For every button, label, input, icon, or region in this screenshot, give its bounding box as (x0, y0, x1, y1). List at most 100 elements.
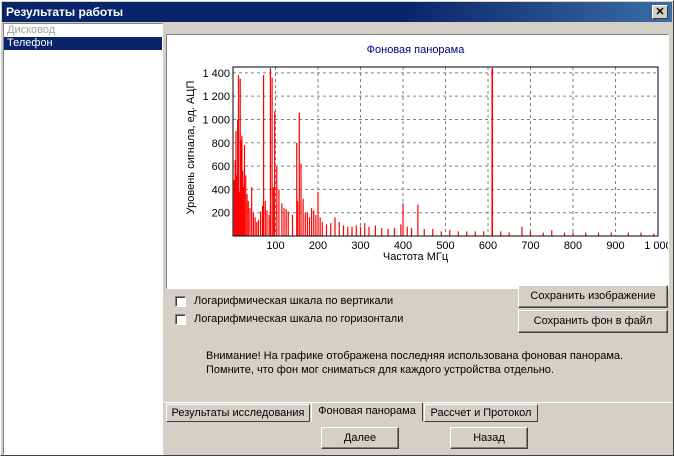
y-tick-label: 800 (212, 138, 230, 150)
spectrum-bar (351, 226, 353, 236)
y-tick-label: 1 200 (202, 91, 230, 103)
spectrum-bar (653, 233, 655, 236)
tab-calculation-protocol[interactable]: Рассчет и Протокол (424, 404, 538, 422)
y-tick-label: 1 400 (202, 68, 230, 80)
device-item-phone[interactable]: Телефон (4, 37, 162, 50)
spectrum-bar (251, 187, 253, 236)
y-axis-label: Уровень сигнала, ед. АЦП (185, 81, 197, 215)
spectrum-bar (268, 215, 270, 236)
spectrum-bar (245, 175, 247, 236)
next-button[interactable]: Далее (321, 427, 399, 449)
x-tick-label: 500 (436, 240, 454, 252)
spectrum-bar (298, 112, 300, 236)
spectrum-bar (252, 212, 254, 236)
spectrum-bar (338, 222, 340, 236)
spectrum-bar (410, 227, 413, 236)
spectrum-bar (239, 78, 241, 236)
spectrum-bar (274, 111, 276, 236)
spectrum-bar (313, 210, 315, 236)
save-background-button[interactable]: Сохранить фон в файл (518, 310, 668, 333)
spectrum-bar (300, 163, 302, 236)
spectrum-bar (355, 225, 357, 236)
log-vertical-label: Логарифмическая шкала по вертикали (194, 295, 394, 307)
save-image-button[interactable]: Сохранить изображение (518, 285, 668, 308)
title-bar: Результаты работы ✕ (2, 2, 672, 22)
spectrum-bar (234, 160, 236, 236)
spectrum-bar (449, 230, 451, 236)
log-vertical-option[interactable]: Логарифмическая шкала по вертикали (175, 294, 393, 308)
spectrum-bar (319, 217, 321, 236)
spectrum-bar (334, 217, 336, 236)
spectrum-bar (291, 215, 294, 236)
spectrum-bar (269, 68, 271, 236)
spectrum-bar (241, 135, 243, 236)
spectrum-bar (278, 189, 280, 236)
spectrum-bar (597, 232, 600, 236)
warning-line-1: Внимание! На графике отображена последня… (206, 350, 624, 362)
spectrum-bar (529, 231, 532, 236)
x-tick-label: 1 000 (644, 240, 668, 252)
chart-title: Фоновая панорама (367, 44, 466, 56)
log-vertical-checkbox[interactable] (175, 295, 186, 307)
plot-frame (232, 66, 659, 237)
spectrum-bar (271, 77, 273, 236)
spectrum-bar (572, 232, 574, 236)
spectrum-bar (285, 209, 287, 236)
spectrum-bar (243, 187, 245, 236)
warning-note: Внимание! На графике отображена последня… (206, 349, 646, 377)
spectrum-bar (374, 225, 376, 236)
spectrum-bar (263, 75, 265, 236)
log-horizontal-option[interactable]: Логарифмическая шкала по горизонтали (175, 312, 403, 326)
y-tick-label: 400 (212, 184, 230, 196)
log-horizontal-label: Логарифмическая шкала по горизонтали (194, 313, 404, 325)
tab-research-results[interactable]: Результаты исследования (166, 404, 310, 422)
spectrum-bar (342, 225, 345, 236)
spectrum-bar (236, 175, 238, 236)
tab-background-panorama[interactable]: Фоновая панорама (311, 402, 423, 422)
spectrum-bar (364, 223, 366, 236)
chart-frame: 200 400 600 800 1 000 1 200 1 400 100 200 300 400 5… (166, 34, 669, 289)
spectrum-bar (542, 232, 544, 236)
spectrum-bar (406, 226, 408, 236)
back-button[interactable]: Назад (450, 427, 528, 449)
spectrum-bar (474, 231, 476, 236)
spectrum-bar (302, 198, 304, 236)
spectrum-bar (432, 229, 434, 236)
spectrum-bar (266, 210, 268, 236)
spectrum-bar (640, 232, 642, 236)
spectrum-bar (610, 232, 612, 236)
spectrum-bar (237, 119, 239, 236)
spectrum-bar (237, 75, 240, 236)
spectrum-bar (256, 222, 258, 236)
spectrum-bar (417, 204, 419, 236)
spectrum-bar (257, 219, 260, 236)
spectrum-bar (243, 145, 246, 236)
spectrum-bar (249, 208, 251, 236)
device-list[interactable]: Дисковод Телефон (3, 23, 163, 455)
spectrum-bar (393, 227, 396, 236)
y-tick-label: 1 000 (202, 114, 230, 126)
x-axis-label: Частота МГц (383, 251, 449, 263)
x-tick-label: 800 (564, 240, 582, 252)
close-button[interactable]: ✕ (652, 5, 668, 19)
spectrum-bar (381, 227, 383, 236)
device-item-disk: Дисковод (7, 24, 56, 36)
log-horizontal-checkbox[interactable] (175, 313, 186, 325)
x-tick-label: 400 (394, 240, 412, 252)
spectrum-bar (330, 223, 332, 236)
spectrum-bar (359, 226, 362, 236)
spectrum-bar (276, 166, 278, 236)
spectrum-bar (347, 226, 349, 236)
spectrum-bar (491, 68, 494, 236)
spectrum-bar (254, 217, 256, 236)
y-tick-label: 200 (212, 208, 230, 220)
spectrum-bar (521, 226, 523, 236)
spectrum-bar (246, 194, 248, 236)
spectrum-bar (321, 222, 323, 236)
spectrum-bar (287, 211, 289, 236)
x-tick-label: 600 (479, 240, 497, 252)
spectrum-bar (296, 142, 298, 236)
y-tick-label: 600 (212, 161, 230, 173)
spectrum-bar (264, 201, 266, 236)
